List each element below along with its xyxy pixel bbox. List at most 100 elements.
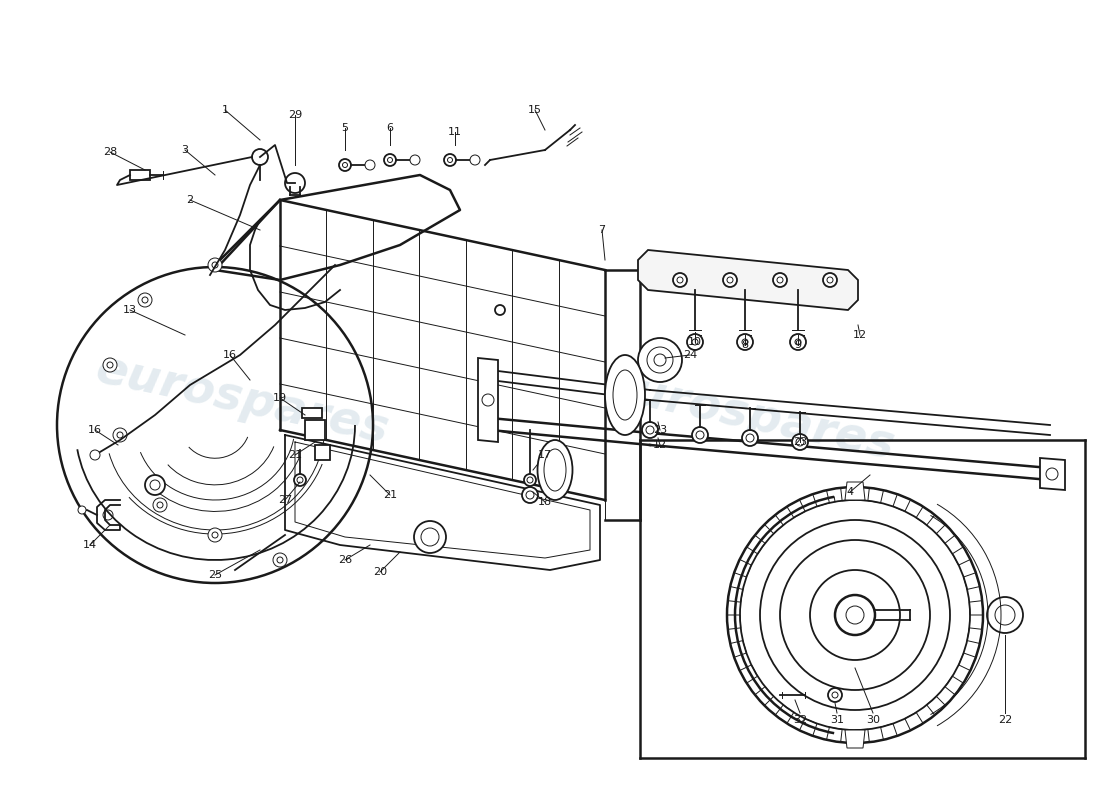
Circle shape — [285, 173, 305, 193]
Polygon shape — [776, 705, 794, 723]
Circle shape — [522, 487, 538, 503]
Text: 28: 28 — [103, 147, 117, 157]
Polygon shape — [755, 686, 773, 706]
Polygon shape — [813, 490, 829, 506]
Polygon shape — [969, 601, 983, 615]
Circle shape — [138, 293, 152, 307]
Polygon shape — [845, 482, 865, 500]
Text: 1: 1 — [221, 105, 229, 115]
Polygon shape — [916, 506, 935, 525]
Circle shape — [673, 273, 688, 287]
Circle shape — [448, 158, 452, 162]
Text: 2: 2 — [186, 195, 194, 205]
Text: 25: 25 — [208, 570, 222, 580]
Ellipse shape — [605, 355, 645, 435]
Polygon shape — [747, 535, 766, 554]
Circle shape — [387, 158, 393, 162]
Circle shape — [524, 474, 536, 486]
Text: 13: 13 — [123, 305, 138, 315]
Text: 27: 27 — [278, 495, 293, 505]
Polygon shape — [845, 730, 865, 748]
Ellipse shape — [613, 370, 637, 420]
Polygon shape — [739, 665, 758, 683]
Circle shape — [792, 434, 808, 450]
Polygon shape — [840, 487, 855, 501]
Text: 12: 12 — [852, 330, 867, 340]
Text: 30: 30 — [866, 715, 880, 725]
Polygon shape — [905, 712, 923, 730]
Circle shape — [773, 273, 786, 287]
Polygon shape — [964, 573, 980, 590]
Text: 22: 22 — [998, 715, 1012, 725]
Text: 9: 9 — [794, 340, 802, 350]
Polygon shape — [305, 420, 324, 440]
Circle shape — [365, 160, 375, 170]
Text: 3: 3 — [182, 145, 188, 155]
Circle shape — [742, 430, 758, 446]
Text: 12: 12 — [653, 440, 667, 450]
Polygon shape — [478, 358, 498, 442]
Circle shape — [153, 498, 167, 512]
Text: 21: 21 — [288, 450, 302, 460]
Circle shape — [208, 528, 222, 542]
Circle shape — [252, 149, 268, 165]
Text: 16: 16 — [223, 350, 236, 360]
Text: 24: 24 — [683, 350, 697, 360]
Circle shape — [414, 521, 446, 553]
Circle shape — [470, 155, 480, 165]
Circle shape — [410, 155, 420, 165]
Ellipse shape — [538, 440, 572, 500]
Text: 16: 16 — [88, 425, 102, 435]
Polygon shape — [638, 250, 858, 310]
Polygon shape — [1040, 458, 1065, 490]
Circle shape — [294, 474, 306, 486]
Circle shape — [113, 428, 127, 442]
Circle shape — [208, 258, 222, 272]
Circle shape — [737, 334, 754, 350]
Text: 26: 26 — [338, 555, 352, 565]
Text: 4: 4 — [846, 487, 854, 497]
Polygon shape — [800, 718, 817, 736]
Circle shape — [638, 338, 682, 382]
Text: 29: 29 — [288, 110, 302, 120]
Text: 31: 31 — [830, 715, 844, 725]
Text: 7: 7 — [598, 225, 606, 235]
Text: 14: 14 — [82, 540, 97, 550]
Polygon shape — [826, 727, 843, 742]
Polygon shape — [945, 676, 964, 695]
Ellipse shape — [544, 449, 566, 491]
Circle shape — [384, 154, 396, 166]
Polygon shape — [953, 547, 970, 565]
Text: 21: 21 — [383, 490, 397, 500]
Text: 18: 18 — [538, 497, 552, 507]
Text: 5: 5 — [341, 123, 349, 133]
Text: 17: 17 — [538, 450, 552, 460]
Circle shape — [444, 154, 456, 166]
Text: 11: 11 — [448, 127, 462, 137]
Text: 10: 10 — [688, 337, 702, 347]
Circle shape — [78, 506, 86, 514]
Circle shape — [642, 422, 658, 438]
Circle shape — [90, 450, 100, 460]
Polygon shape — [926, 696, 946, 715]
Polygon shape — [786, 500, 805, 518]
Polygon shape — [764, 515, 783, 534]
Text: 20: 20 — [373, 567, 387, 577]
Polygon shape — [881, 723, 898, 740]
Text: eurospares: eurospares — [597, 363, 899, 469]
Polygon shape — [936, 525, 955, 543]
Circle shape — [273, 553, 287, 567]
Text: 32: 32 — [793, 715, 807, 725]
Text: 8: 8 — [741, 340, 749, 350]
Polygon shape — [855, 730, 869, 743]
Polygon shape — [893, 494, 911, 511]
Polygon shape — [727, 615, 740, 630]
Circle shape — [495, 305, 505, 315]
Circle shape — [723, 273, 737, 287]
Text: 23: 23 — [653, 425, 667, 435]
Circle shape — [688, 334, 703, 350]
Polygon shape — [130, 170, 150, 180]
Text: 6: 6 — [386, 123, 394, 133]
Polygon shape — [302, 408, 322, 418]
Circle shape — [103, 358, 117, 372]
